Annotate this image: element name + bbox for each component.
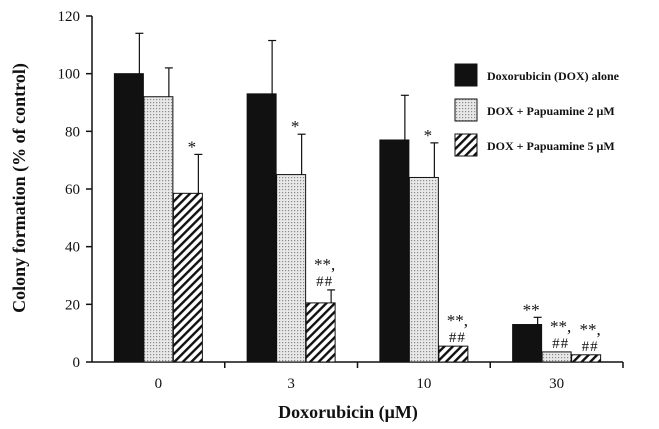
y-tick-label: 120 <box>58 9 81 25</box>
legend-label: Doxorubicin (DOX) alone <box>487 69 620 83</box>
significance-mark: **, <box>580 320 601 339</box>
bar <box>438 345 469 363</box>
significance-mark: * <box>291 117 300 136</box>
y-tick-label: 40 <box>65 240 80 256</box>
legend-swatch <box>454 133 478 157</box>
legend-label: DOX + Papuamine 5 μM <box>487 139 615 153</box>
significance-mark: ## <box>316 274 333 290</box>
bar <box>541 351 572 363</box>
y-tick-label: 60 <box>65 182 80 198</box>
significance-mark: **, <box>550 317 571 336</box>
significance-mark: ## <box>582 339 599 355</box>
legend-swatch <box>454 98 478 122</box>
legend-label: DOX + Papuamine 2 μM <box>487 104 615 118</box>
y-axis-title: Colony formation (% of control) <box>9 63 30 313</box>
significance-mark: **, <box>314 255 335 274</box>
x-tick-label: 3 <box>287 376 295 392</box>
significance-mark: ** <box>523 300 540 319</box>
bar <box>276 174 307 363</box>
bar <box>305 302 336 363</box>
x-axis-ticks: 0 3 10 30 <box>155 362 624 392</box>
significance-annotations: *** ***,##***,##**,## **,## <box>188 117 601 355</box>
y-tick-label: 0 <box>73 355 81 371</box>
y-tick-label: 80 <box>65 124 80 140</box>
x-axis-title: Doxorubicin (μM) <box>278 402 418 423</box>
bar-series <box>113 32 602 363</box>
x-tick-label: 10 <box>416 376 431 392</box>
y-tick-label: 100 <box>58 67 81 83</box>
x-tick-label: 0 <box>155 376 163 392</box>
significance-mark: * <box>188 137 197 156</box>
bar <box>113 73 144 363</box>
bar <box>571 354 602 363</box>
bar <box>512 324 543 363</box>
legend: Doxorubicin (DOX) alone DOX + Papuamine 2… <box>454 63 620 157</box>
y-tick-label: 20 <box>65 297 80 313</box>
x-tick-label: 30 <box>549 376 564 392</box>
y-axis-ticks: 0 20 40 60 80 100 120 <box>58 9 92 371</box>
bar <box>143 96 174 363</box>
significance-mark: **, <box>447 311 468 330</box>
bar <box>408 176 439 363</box>
bar <box>172 192 203 363</box>
significance-mark: ## <box>552 336 569 352</box>
significance-mark: ## <box>449 330 466 346</box>
significance-mark: * <box>424 126 433 145</box>
bar <box>379 139 410 363</box>
legend-swatch <box>454 63 478 87</box>
bar <box>246 93 277 363</box>
